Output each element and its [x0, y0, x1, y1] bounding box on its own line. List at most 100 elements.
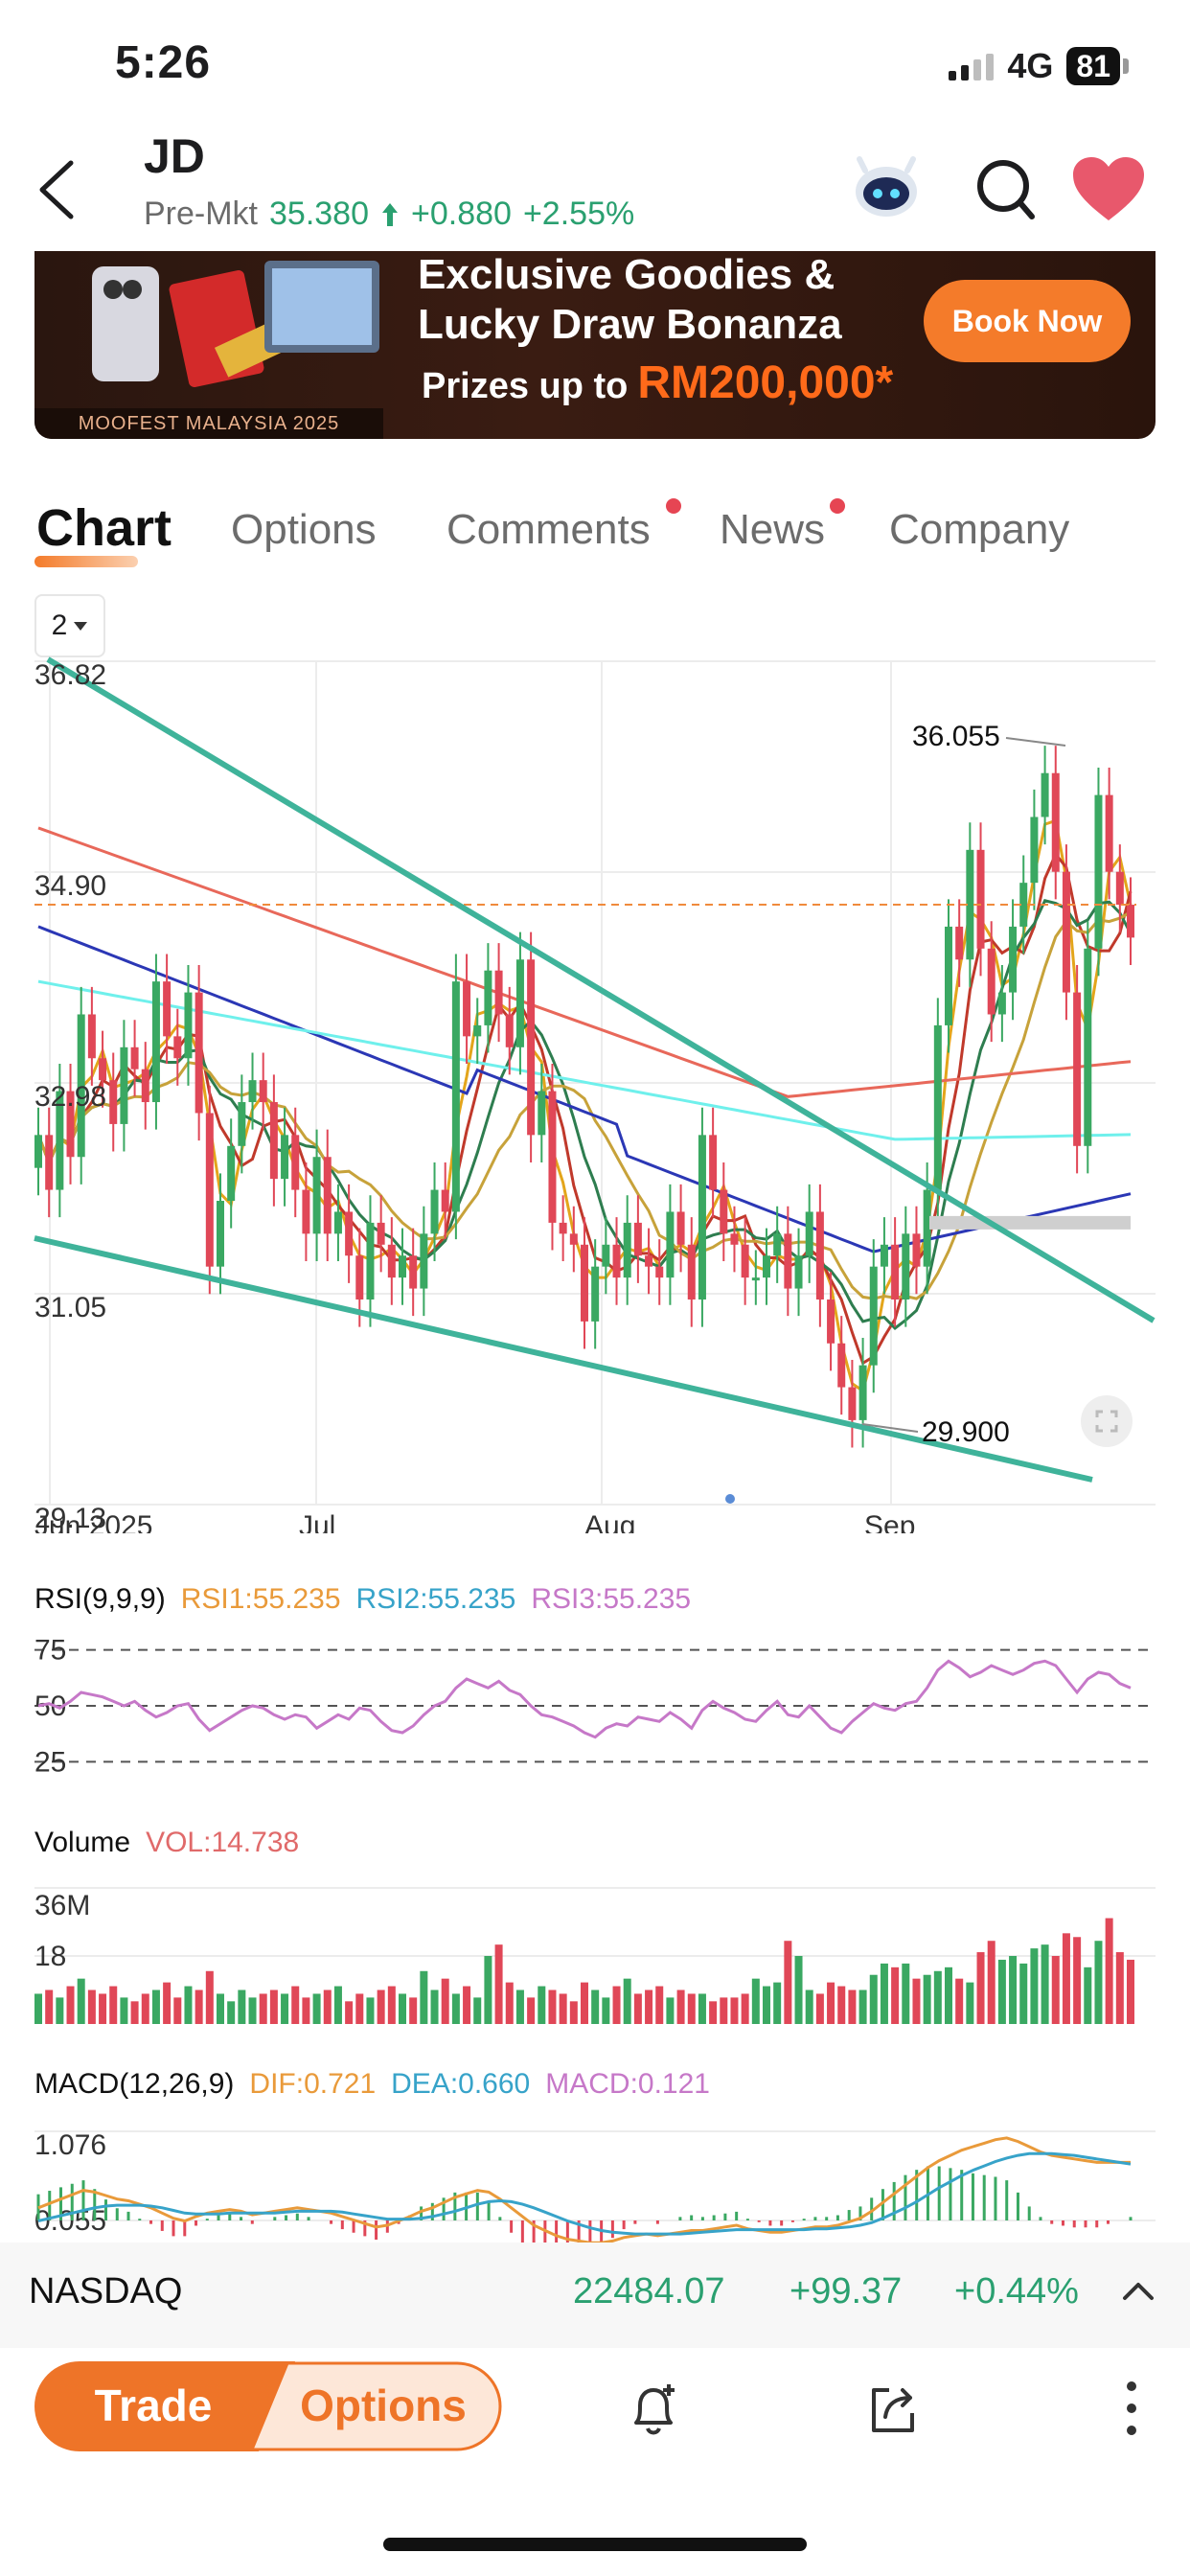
candle: [569, 1233, 578, 1245]
volume-bar: [815, 1993, 824, 2024]
volume-bar: [430, 1990, 439, 2024]
volume-bar: [902, 1963, 910, 2024]
status-indicators: 4G 81: [949, 42, 1129, 90]
index-ticker-bar[interactable]: [0, 2242, 1190, 2348]
book-now-button[interactable]: Book Now: [924, 280, 1131, 362]
candle: [473, 1024, 482, 1037]
period-selector[interactable]: 2: [34, 594, 105, 657]
x-axis-label: Sep: [864, 1510, 915, 1533]
volume-bar: [259, 1993, 267, 2024]
candle: [333, 1211, 342, 1234]
volume-bar: [291, 1986, 300, 2024]
candle: [1084, 948, 1092, 1146]
bell-plus-icon[interactable]: [623, 2379, 684, 2440]
trendlines: [34, 656, 1156, 1483]
tab-news[interactable]: News: [720, 506, 826, 553]
ma-line-6: [37, 979, 1132, 1141]
y-axis-label: 36.82: [34, 659, 106, 691]
promo-banner[interactable]: Exclusive Goodies & Lucky Draw Bonanza P…: [34, 251, 1156, 439]
volume-chart[interactable]: 36M 18: [0, 1874, 1190, 2028]
back-icon[interactable]: [29, 153, 86, 226]
volume-bar: [763, 1986, 770, 2024]
volume-value: VOL:14.738: [146, 1827, 300, 1858]
candle: [1009, 926, 1018, 993]
volume-bar: [912, 1978, 921, 2024]
volume-bar: [109, 1986, 118, 2024]
volume-bar: [805, 1990, 813, 2024]
tab-chart[interactable]: Chart: [36, 499, 172, 557]
volume-bar: [773, 1982, 782, 2024]
rsi1-value: RSI1:55.235: [180, 1583, 341, 1615]
volume-bar: [720, 1997, 728, 2024]
candle: [955, 926, 964, 960]
candle: [805, 1211, 813, 1256]
volume-bar: [1105, 1918, 1113, 2024]
volume-bar: [355, 1993, 364, 2024]
candle: [56, 1091, 64, 1190]
share-icon[interactable]: [862, 2379, 924, 2440]
ma-line-3: [36, 910, 1132, 1300]
candle: [1127, 905, 1134, 938]
search-icon[interactable]: [973, 153, 1040, 226]
candle: [591, 1266, 600, 1322]
volume-bar: [1094, 1941, 1103, 2024]
chevron-up-icon[interactable]: [1119, 2273, 1157, 2308]
macd-header: MACD(12,26,9) DIF:0.721 DEA:0.660 MACD:0…: [34, 2068, 710, 2101]
candle: [45, 1135, 54, 1190]
heart-icon[interactable]: [1071, 155, 1146, 224]
candle: [99, 1058, 107, 1081]
expand-icon[interactable]: [1081, 1395, 1133, 1447]
volume-bar: [848, 1990, 857, 2024]
candle: [559, 1222, 567, 1234]
candle: [366, 1222, 375, 1300]
tab-comments[interactable]: Comments: [446, 506, 651, 553]
volume-bar: [1019, 1963, 1028, 2024]
candle: [430, 1189, 439, 1234]
more-vertical-icon[interactable]: [1117, 2375, 1146, 2442]
pre-market-label: Pre-Mkt: [144, 196, 258, 232]
volume-bar: [527, 1997, 536, 2024]
x-axis-label: Aug: [584, 1510, 635, 1533]
tab-options[interactable]: Options: [231, 506, 377, 553]
volume-bar: [997, 1959, 1006, 2024]
candle: [880, 1244, 888, 1267]
tab-company[interactable]: Company: [889, 506, 1070, 553]
volume-bar: [227, 2001, 236, 2024]
candlesticks: [34, 746, 1136, 1448]
trade-button[interactable]: Trade: [34, 2361, 295, 2451]
volume-bar: [698, 1993, 706, 2024]
volume-bar: [173, 1997, 182, 2024]
candle: [312, 1157, 321, 1234]
candle: [730, 1233, 739, 1245]
candle: [377, 1222, 385, 1245]
candle: [151, 981, 160, 1103]
volume-bar: [676, 1990, 685, 2024]
candle: [666, 1211, 675, 1278]
candle: [676, 1211, 685, 1245]
y-axis-label: 29.13: [34, 1503, 106, 1533]
volume-bar: [473, 1997, 482, 2024]
low-price-pointer: [861, 1423, 919, 1433]
volume-bar: [248, 1997, 257, 2024]
robot-icon[interactable]: [848, 155, 925, 222]
volume-bar: [687, 1993, 696, 2024]
candle: [987, 948, 995, 1015]
volume-bar: [484, 1956, 492, 2024]
candle: [945, 926, 952, 1025]
options-button[interactable]: Options: [249, 2361, 502, 2451]
volume-bar: [66, 1986, 75, 2024]
y-axis-label: 32.98: [34, 1081, 106, 1113]
volume-bar: [399, 1993, 406, 2024]
comments-badge-dot: [666, 498, 681, 514]
candle: [484, 970, 492, 1025]
volume-bar: [569, 2001, 578, 2024]
pre-market-change: +0.880: [411, 196, 512, 232]
x-axis-label: Jun 2025: [34, 1510, 152, 1533]
rsi-level-label: 25: [34, 1746, 66, 1778]
promo-image: [73, 257, 379, 401]
volume-bar: [591, 1990, 600, 2024]
